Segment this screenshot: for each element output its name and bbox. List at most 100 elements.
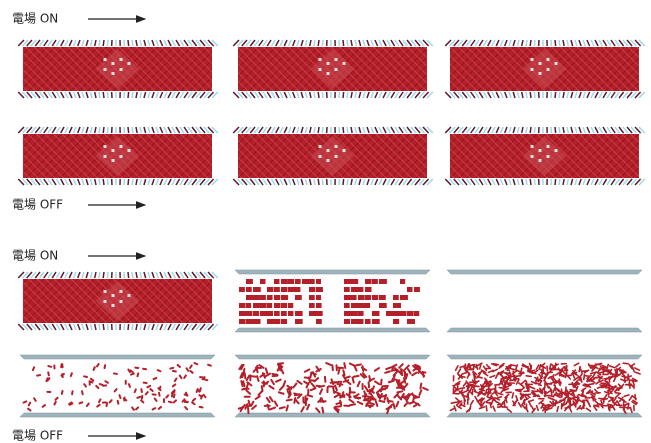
lc-fragment	[400, 279, 405, 284]
spike	[571, 179, 573, 185]
spike	[152, 40, 154, 46]
lc-fragment	[316, 311, 323, 316]
spike	[99, 324, 100, 330]
lc-molecule	[336, 403, 341, 404]
spike	[607, 127, 611, 133]
spike	[563, 40, 564, 46]
lc-molecule	[335, 395, 339, 398]
lc-fragment	[274, 303, 281, 308]
spike	[69, 92, 72, 98]
spike	[44, 40, 48, 46]
spike	[82, 40, 84, 46]
lc-molecule	[278, 363, 283, 364]
spike	[52, 324, 56, 330]
spike	[172, 40, 175, 46]
spike	[128, 324, 129, 330]
lc-fragment	[239, 287, 245, 292]
spike	[310, 40, 311, 46]
lc-molecule	[178, 365, 180, 367]
lc-molecule	[185, 407, 187, 409]
lc-fragment	[253, 287, 261, 292]
spike	[99, 127, 100, 133]
spike	[156, 92, 158, 98]
lc-fragment	[344, 311, 352, 316]
lc-molecule	[624, 395, 629, 396]
lc-molecule	[408, 369, 411, 373]
spike	[530, 127, 531, 133]
spike	[180, 127, 184, 133]
spike	[164, 179, 167, 185]
defect-hole	[335, 145, 338, 148]
spike	[607, 40, 611, 46]
defect-hole	[120, 68, 123, 71]
lc-molecule	[553, 388, 555, 393]
spike	[172, 272, 175, 278]
spike	[44, 324, 48, 330]
snapshot-panel	[445, 127, 645, 185]
lc-molecule	[624, 403, 628, 406]
spike	[288, 127, 291, 133]
lc-molecule	[630, 408, 632, 413]
lc-fragment	[344, 319, 350, 324]
spike	[99, 272, 100, 278]
spike	[355, 40, 356, 46]
spike	[555, 92, 556, 98]
spike	[136, 40, 137, 46]
spike	[82, 272, 84, 278]
spike	[483, 127, 487, 133]
spike	[343, 179, 344, 185]
spike	[168, 127, 171, 133]
lc-fragment	[267, 295, 273, 300]
spike	[156, 324, 158, 330]
spike	[168, 92, 171, 98]
lc-molecule	[394, 372, 397, 376]
lc-fragment	[309, 287, 315, 292]
spike	[383, 179, 386, 185]
lc-molecule	[190, 365, 192, 367]
lc-fragment	[281, 311, 287, 316]
spike	[103, 179, 104, 185]
lc-molecule	[536, 365, 538, 369]
spike	[611, 179, 615, 185]
lc-molecule	[456, 398, 460, 401]
defect-hole	[327, 72, 330, 75]
lc-molecule	[114, 373, 117, 374]
lc-fragment	[351, 311, 358, 316]
spike	[475, 92, 479, 98]
spike	[263, 179, 267, 185]
lc-molecule	[349, 400, 353, 403]
spike	[44, 272, 48, 278]
lc-fragment	[253, 303, 261, 308]
spike	[82, 324, 84, 330]
spike	[271, 92, 275, 98]
spike	[318, 127, 319, 133]
spike	[595, 40, 598, 46]
spike	[168, 40, 171, 46]
lc-fragment	[246, 311, 252, 316]
spike	[534, 40, 535, 46]
spike	[184, 92, 188, 98]
defect-hole	[539, 62, 542, 65]
lc-molecule	[322, 408, 323, 413]
lc-fragment	[393, 311, 400, 316]
spike	[148, 92, 150, 98]
spike	[301, 179, 303, 185]
spike	[259, 40, 263, 46]
spike	[293, 179, 295, 185]
spike	[505, 179, 507, 185]
lc-molecule	[204, 379, 207, 380]
spike	[180, 40, 184, 46]
spike	[184, 40, 188, 46]
lc-fragment	[372, 311, 379, 316]
lc-fragment	[281, 303, 287, 308]
spike	[65, 324, 68, 330]
spike	[530, 40, 531, 46]
lc-molecule	[319, 386, 324, 387]
defect-hole	[547, 68, 550, 71]
spike	[90, 324, 92, 330]
lc-molecule	[287, 400, 292, 401]
lc-molecule	[79, 402, 82, 403]
spike	[301, 92, 303, 98]
lc-molecule	[398, 396, 401, 400]
lc-molecule	[565, 387, 566, 392]
